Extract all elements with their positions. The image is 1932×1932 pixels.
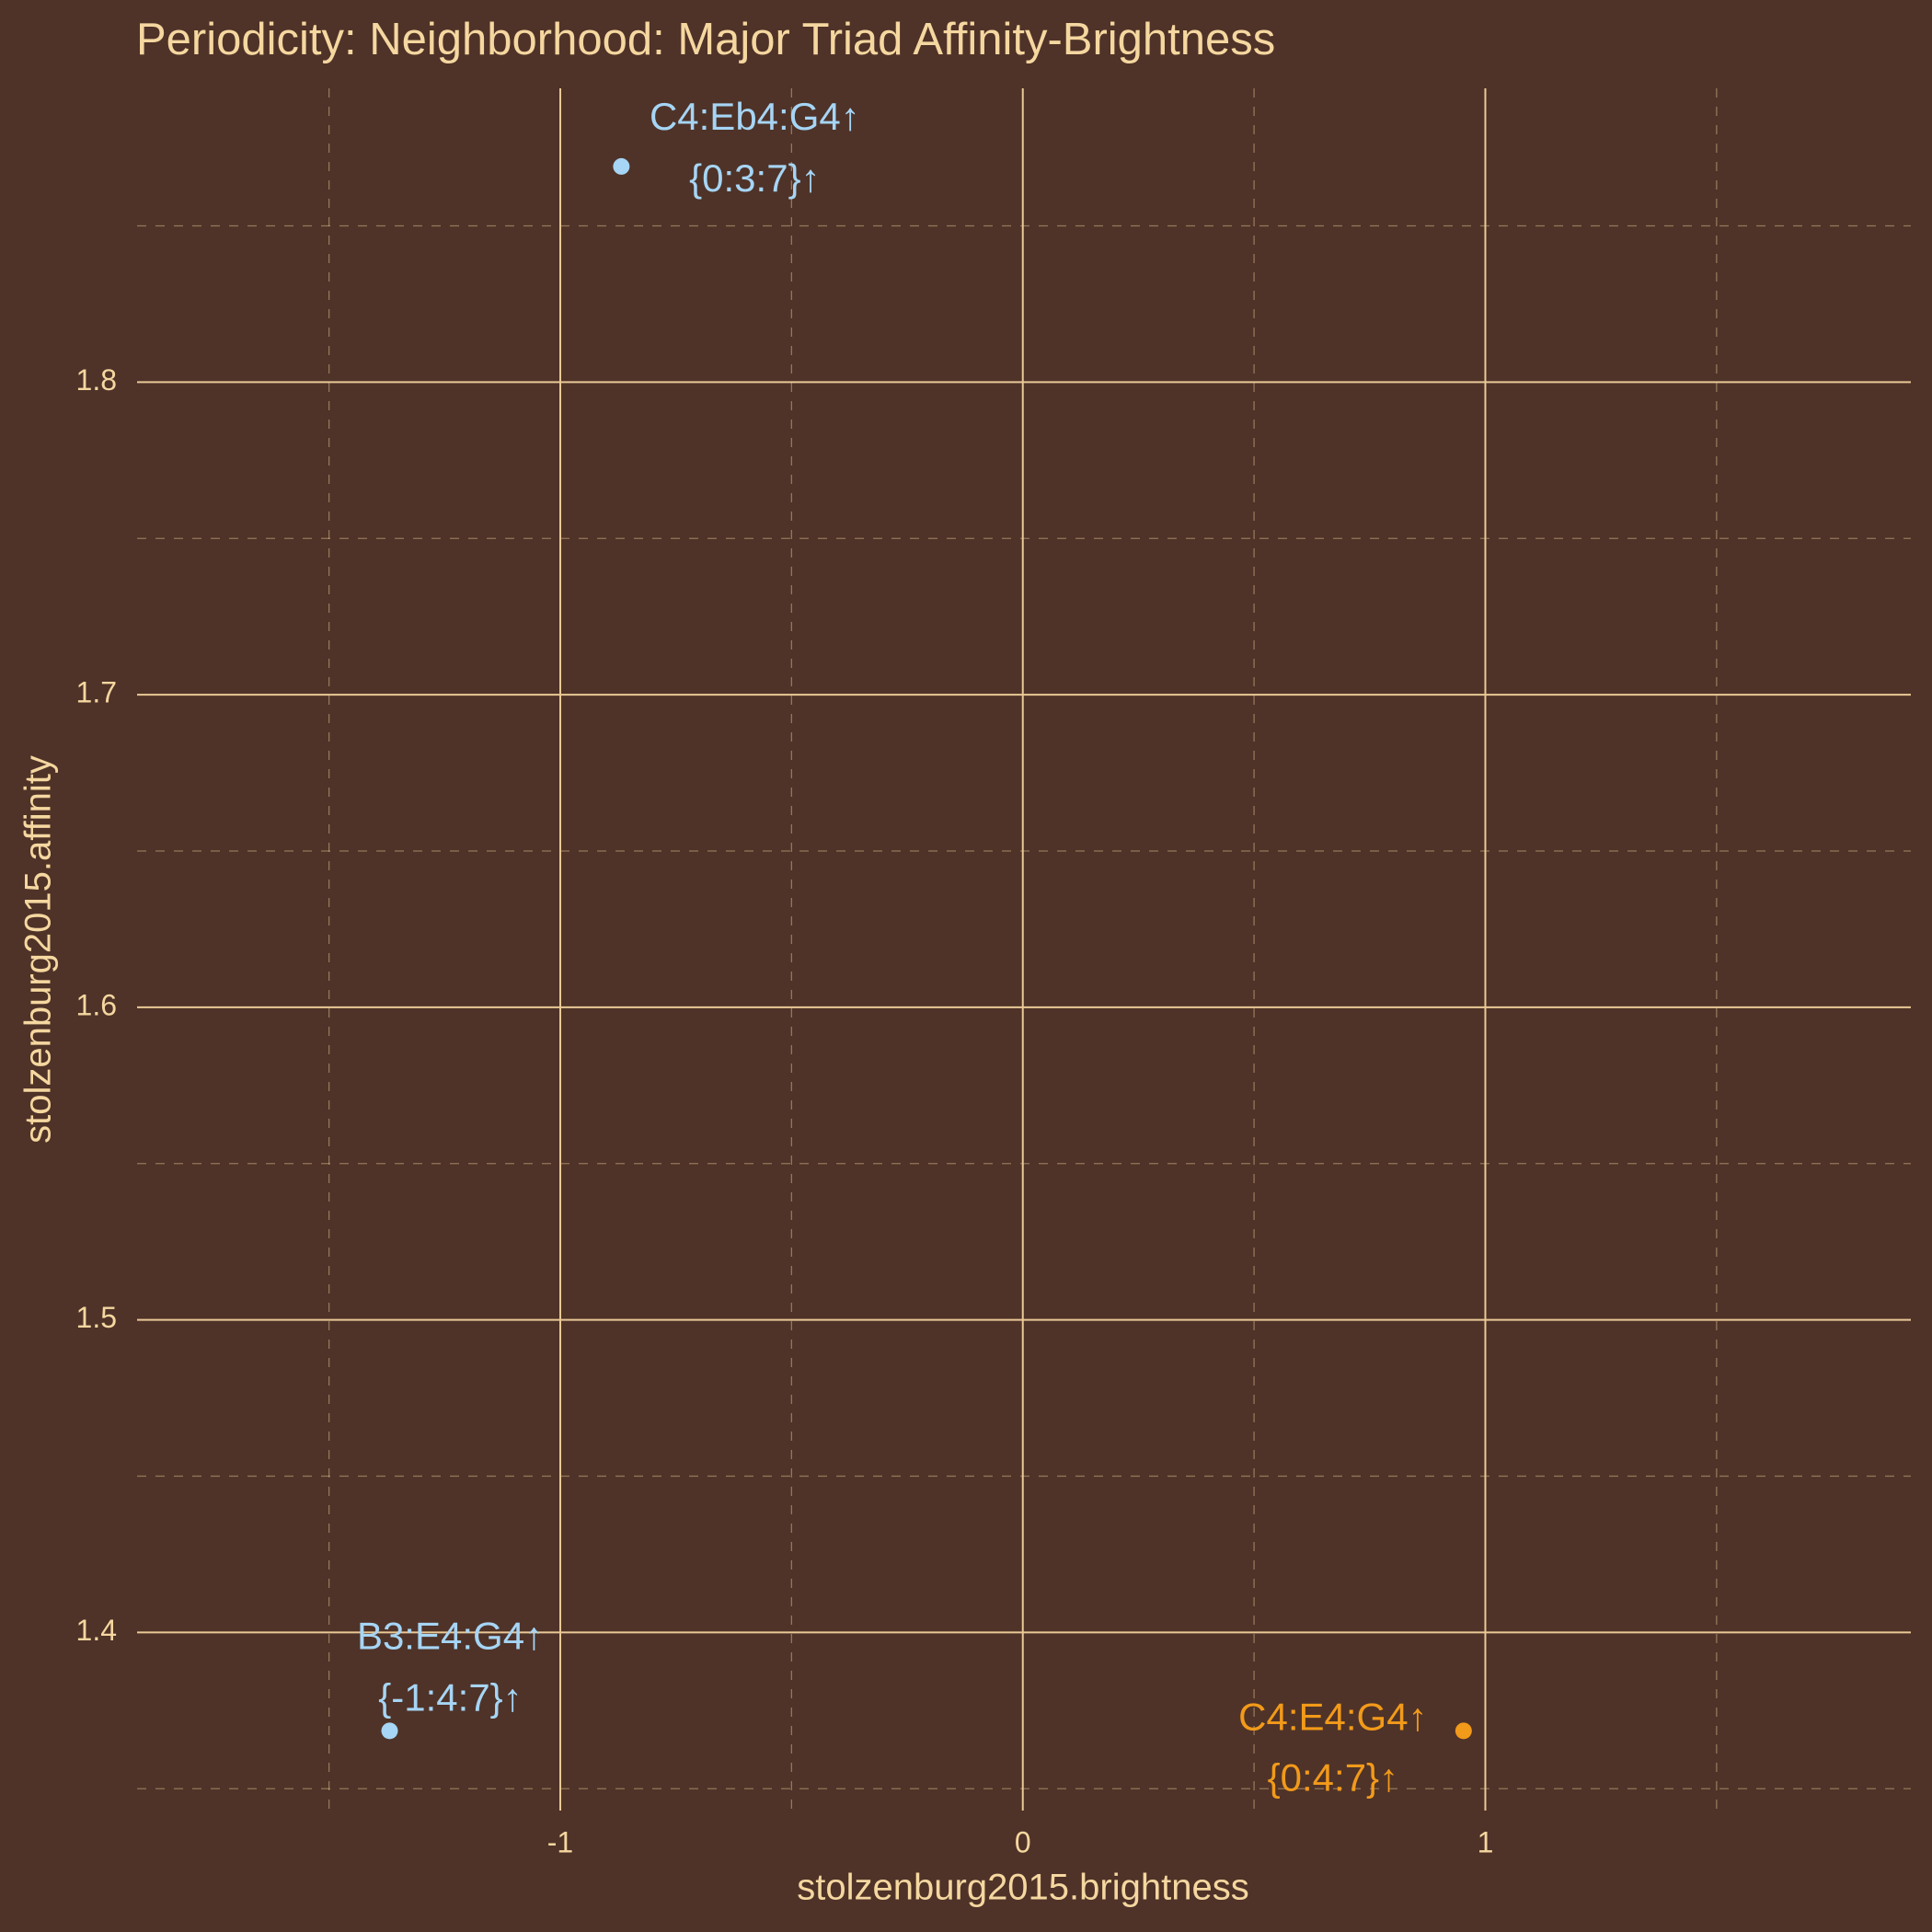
x-tick-label: 1 bbox=[1478, 1825, 1494, 1858]
point-label: {0:4:7}↑ bbox=[1268, 1755, 1398, 1799]
point bbox=[1455, 1722, 1472, 1740]
point-label: C4:E4:G4↑ bbox=[1238, 1695, 1427, 1738]
y-tick-label: 1.6 bbox=[76, 988, 117, 1021]
chart-title: Periodicity: Neighborhood: Major Triad A… bbox=[136, 15, 1275, 64]
point bbox=[613, 157, 630, 175]
y-tick-label: 1.7 bbox=[76, 676, 117, 709]
x-tick-label: -1 bbox=[547, 1825, 573, 1858]
y-tick-label: 1.5 bbox=[76, 1301, 117, 1334]
point-label: {-1:4:7}↑ bbox=[378, 1675, 522, 1719]
x-axis-title: stolzenburg2015.brightness bbox=[797, 1868, 1248, 1908]
point bbox=[381, 1722, 398, 1740]
point-label: B3:E4:G4↑ bbox=[357, 1614, 544, 1657]
y-tick-label: 1.4 bbox=[76, 1614, 117, 1647]
x-tick-label: 0 bbox=[1015, 1825, 1031, 1858]
y-tick-label: 1.8 bbox=[76, 363, 117, 397]
point-label: C4:Eb4:G4↑ bbox=[650, 95, 860, 138]
y-axis-title: stolzenburg2015.affinity bbox=[18, 755, 59, 1144]
point-label: {0:3:7}↑ bbox=[689, 156, 820, 200]
